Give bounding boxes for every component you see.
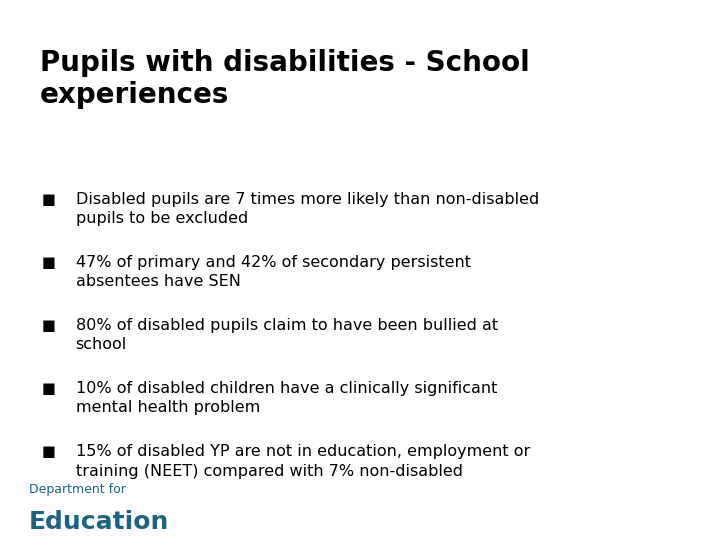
Text: ■: ■ xyxy=(42,192,55,207)
Text: Department for: Department for xyxy=(29,483,126,496)
Text: 10% of disabled children have a clinically significant
mental health problem: 10% of disabled children have a clinical… xyxy=(76,381,497,415)
Text: 47% of primary and 42% of secondary persistent
absentees have SEN: 47% of primary and 42% of secondary pers… xyxy=(76,255,471,289)
Text: ■: ■ xyxy=(42,318,55,333)
Text: Disabled pupils are 7 times more likely than non-disabled
pupils to be excluded: Disabled pupils are 7 times more likely … xyxy=(76,192,539,226)
Text: Education: Education xyxy=(29,510,169,534)
Text: ■: ■ xyxy=(42,381,55,396)
Text: Pupils with disabilities - School
experiences: Pupils with disabilities - School experi… xyxy=(40,49,529,109)
Text: 80% of disabled pupils claim to have been bullied at
school: 80% of disabled pupils claim to have bee… xyxy=(76,318,498,352)
Text: 15% of disabled YP are not in education, employment or
training (NEET) compared : 15% of disabled YP are not in education,… xyxy=(76,444,530,478)
Text: ■: ■ xyxy=(42,444,55,460)
Text: ■: ■ xyxy=(42,255,55,270)
